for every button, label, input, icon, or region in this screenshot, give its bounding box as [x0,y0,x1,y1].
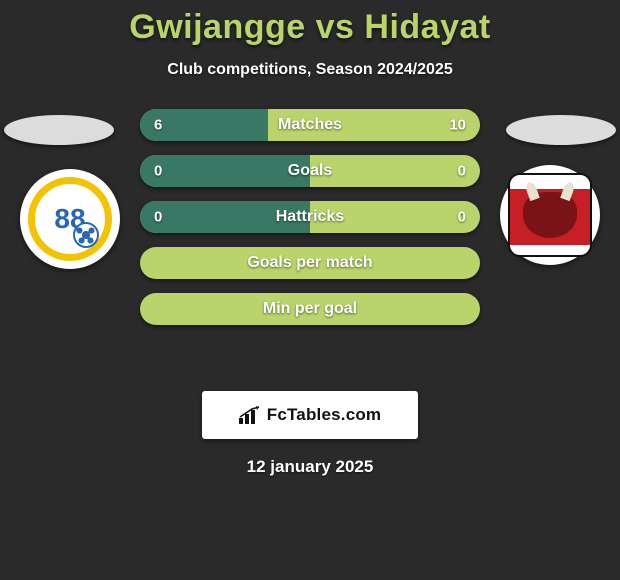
stat-label: Hattricks [276,208,344,226]
stat-bar-goals: 0 Goals 0 [140,155,480,187]
snapshot-date: 12 january 2025 [0,457,620,477]
stat-bar-hattricks: 0 Hattricks 0 [140,201,480,233]
stat-value-right: 0 [458,163,466,180]
stat-bar-matches: 6 Matches 10 [140,109,480,141]
stat-label: Goals per match [247,254,372,272]
country-flag-left [4,115,114,145]
stat-label: Goals [288,162,332,180]
soccer-ball-icon [73,222,99,248]
stat-bar-leftfill [140,155,310,187]
brand-badge[interactable]: FcTables.com [202,391,418,439]
page-title: Gwijangge vs Hidayat [0,0,620,47]
stat-bars: 6 Matches 10 0 Goals 0 0 Hattricks 0 Goals per ma… [140,109,480,325]
chart-icon [239,406,261,424]
club-logo-right [500,165,600,265]
stat-value-left: 0 [154,163,162,180]
stat-bar-mpg: Min per goal [140,293,480,325]
stat-label: Matches [278,116,342,134]
stat-value-right: 10 [449,117,466,134]
comparison-arena: 88 6 Matches 10 0 Goals 0 0 Hattricks 0 Goals per… [0,109,620,369]
stat-value-left: 0 [154,209,162,226]
club-right-badge [508,173,592,257]
bull-icon [523,192,577,238]
club-left-badge: 88 [28,177,112,261]
country-flag-right [506,115,616,145]
stat-label: Min per goal [263,300,357,318]
stat-value-right: 0 [458,209,466,226]
stat-bar-gpm: Goals per match [140,247,480,279]
brand-text: FcTables.com [267,405,382,425]
subtitle: Club competitions, Season 2024/2025 [0,61,620,79]
club-logo-left: 88 [20,169,120,269]
stat-value-left: 6 [154,117,162,134]
